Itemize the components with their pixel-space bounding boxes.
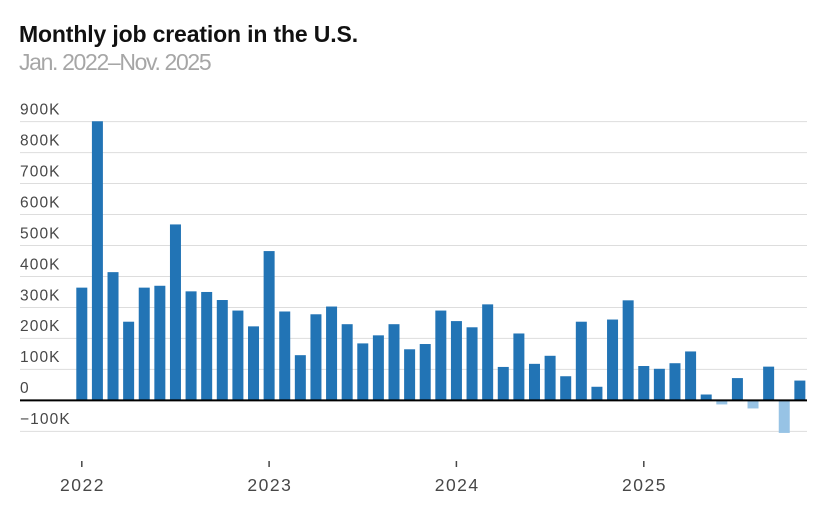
svg-text:200K: 200K xyxy=(20,318,61,335)
svg-text:400K: 400K xyxy=(20,256,61,273)
svg-text:600K: 600K xyxy=(20,194,61,211)
svg-text:800K: 800K xyxy=(20,132,61,149)
svg-text:0: 0 xyxy=(20,380,30,397)
svg-text:700K: 700K xyxy=(20,163,61,180)
svg-text:2022: 2022 xyxy=(60,475,105,495)
svg-text:100K: 100K xyxy=(20,349,61,366)
svg-text:900K: 900K xyxy=(20,101,61,118)
svg-text:2023: 2023 xyxy=(247,475,292,495)
svg-text:−100K: −100K xyxy=(20,411,71,428)
svg-text:2025: 2025 xyxy=(622,475,667,495)
svg-text:500K: 500K xyxy=(20,225,61,242)
svg-text:300K: 300K xyxy=(20,287,61,304)
svg-text:2024: 2024 xyxy=(435,475,480,495)
